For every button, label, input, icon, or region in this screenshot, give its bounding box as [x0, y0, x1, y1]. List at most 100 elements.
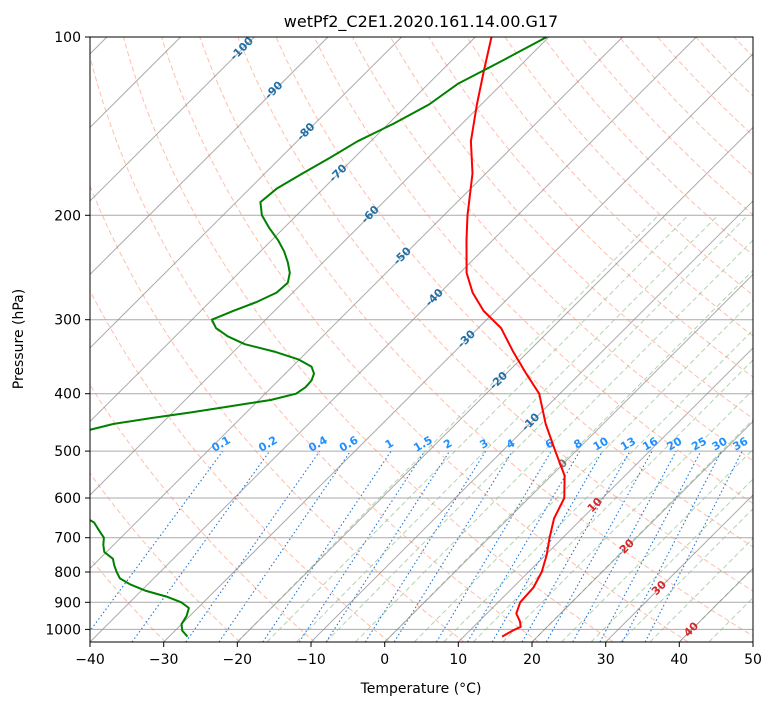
plot-frame — [89, 36, 754, 643]
y-axis-ticks: 100 200 300 400 500 600 700 800 900 1000 — [45, 30, 90, 638]
mixing-ratio-line — [131, 450, 271, 642]
pressure-grid — [90, 37, 753, 630]
mixing-ratio-line — [572, 450, 677, 642]
mixing-ratio-line — [545, 450, 653, 642]
moist-adiabat-line — [561, 448, 753, 642]
x-tick-label: 0 — [380, 652, 389, 668]
dry-adiabat-line — [466, 37, 753, 337]
moist-adiabat-line — [413, 299, 753, 642]
x-tick-label: 20 — [523, 652, 541, 668]
reference-labels: 0.1 0.2 0.4 0.6 1 1.5 2 3 4 6 8 10 13 16 20 25 30 36-100-… — [209, 37, 750, 640]
mixing-ratio-line — [364, 450, 487, 642]
mixing-ratio-line — [218, 450, 351, 642]
isotherm-line — [90, 37, 329, 276]
moist-adiabat-line — [649, 537, 753, 642]
temperature-profile-line — [465, 37, 566, 638]
mixing-ratio-line — [521, 450, 631, 642]
isotherm-line — [310, 200, 753, 642]
dry-adiabat-line — [733, 37, 753, 58]
mixing-ratio-line — [467, 450, 581, 642]
isotherm-line — [457, 347, 753, 642]
moist-adiabat-line — [384, 269, 753, 642]
moist-adiabat-line — [531, 418, 753, 642]
profile-series — [90, 37, 566, 638]
dry-adiabat-line — [580, 37, 753, 216]
y-tick-label: 300 — [54, 313, 81, 329]
isotherm-label: -60 — [359, 203, 382, 226]
isotherm-line — [90, 37, 476, 423]
moist-adiabat-line — [472, 359, 753, 642]
dry-adiabat-line — [428, 37, 753, 378]
dry-adiabat-line — [90, 383, 316, 642]
y-tick-label: 600 — [54, 491, 81, 507]
isotherm-line — [384, 273, 753, 642]
isotherm-line — [90, 37, 402, 349]
dry-adiabat-line — [122, 37, 614, 642]
dry-adiabat-line — [90, 472, 241, 642]
x-tick-label: −20 — [223, 652, 253, 668]
background-lines — [90, 37, 753, 642]
mixing-ratio-label: 2 — [441, 437, 454, 452]
mixing-ratio-label: 1 — [383, 437, 396, 452]
dry-adiabat-line — [161, 37, 689, 642]
mixing-ratio-line — [393, 450, 513, 642]
isotherm-lines — [90, 37, 753, 642]
x-tick-label: 30 — [597, 652, 615, 668]
dry-adiabat-line — [90, 289, 390, 642]
moist-adiabat-line — [325, 214, 749, 642]
dry-adiabat-line — [313, 37, 753, 505]
moist-adiabat-line — [708, 596, 753, 642]
moist-adiabat-line — [679, 567, 753, 642]
dry-adiabat-line — [542, 37, 753, 256]
dry-adiabat-line — [275, 37, 753, 548]
dewpoint-profile-line — [90, 37, 548, 638]
isotherm-line — [90, 37, 623, 570]
x-axis-ticks: −40 −30 −20 −10 0 10 20 30 40 50 — [75, 642, 762, 668]
isotherm-line — [90, 37, 255, 202]
moist-adiabat-line — [502, 389, 753, 642]
x-tick-label: 10 — [449, 652, 467, 668]
isotherm-line — [752, 641, 753, 642]
y-tick-label: 100 — [54, 30, 81, 46]
x-axis-label: Temperature (°C) — [360, 681, 482, 697]
x-tick-label: −40 — [75, 652, 105, 668]
dry-adiabat-line — [695, 37, 753, 97]
isotherm-line — [236, 126, 753, 642]
moist-adiabat-line — [355, 239, 753, 642]
isotherm-line — [90, 37, 550, 496]
y-tick-label: 500 — [54, 444, 81, 460]
mixing-ratio-label: 3 — [477, 437, 490, 452]
dry-adiabat-line — [90, 54, 540, 642]
mixing-ratio-line — [185, 450, 321, 642]
x-tick-label: 50 — [744, 652, 762, 668]
dry-adiabat-line — [237, 37, 753, 592]
mixing-ratio-line — [325, 450, 451, 642]
y-tick-label: 1000 — [45, 622, 81, 638]
dry-adiabat-line — [504, 37, 753, 296]
chart-title: wetPf2_C2E1.2020.161.14.00.G17 — [284, 12, 558, 32]
dry-adiabat-line — [657, 37, 753, 137]
x-tick-label: −10 — [296, 652, 326, 668]
moist-adiabat-line — [296, 214, 719, 642]
isotherm-line — [678, 567, 753, 642]
y-tick-label: 800 — [54, 565, 81, 581]
y-tick-label: 700 — [54, 531, 81, 547]
y-tick-label: 200 — [54, 208, 81, 224]
mixing-ratio-line — [491, 450, 603, 642]
moist-adiabat-line — [620, 507, 753, 642]
moist-adiabat-line — [590, 478, 753, 642]
mixing-ratio-line — [621, 450, 722, 642]
moist-adiabat-line — [443, 329, 753, 642]
isotherm-line — [605, 494, 753, 642]
mixing-ratio-line — [644, 450, 743, 642]
dry-adiabat-line — [351, 37, 753, 462]
moist-adiabat-line — [266, 214, 689, 642]
y-tick-label: 900 — [54, 595, 81, 611]
y-axis-label: Pressure (hPa) — [11, 289, 27, 389]
y-tick-label: 400 — [54, 387, 81, 403]
isotherm-label: -50 — [391, 244, 414, 267]
mixing-ratio-line — [435, 450, 552, 642]
isotherm-line — [90, 37, 697, 642]
isotherm-line — [163, 53, 753, 642]
